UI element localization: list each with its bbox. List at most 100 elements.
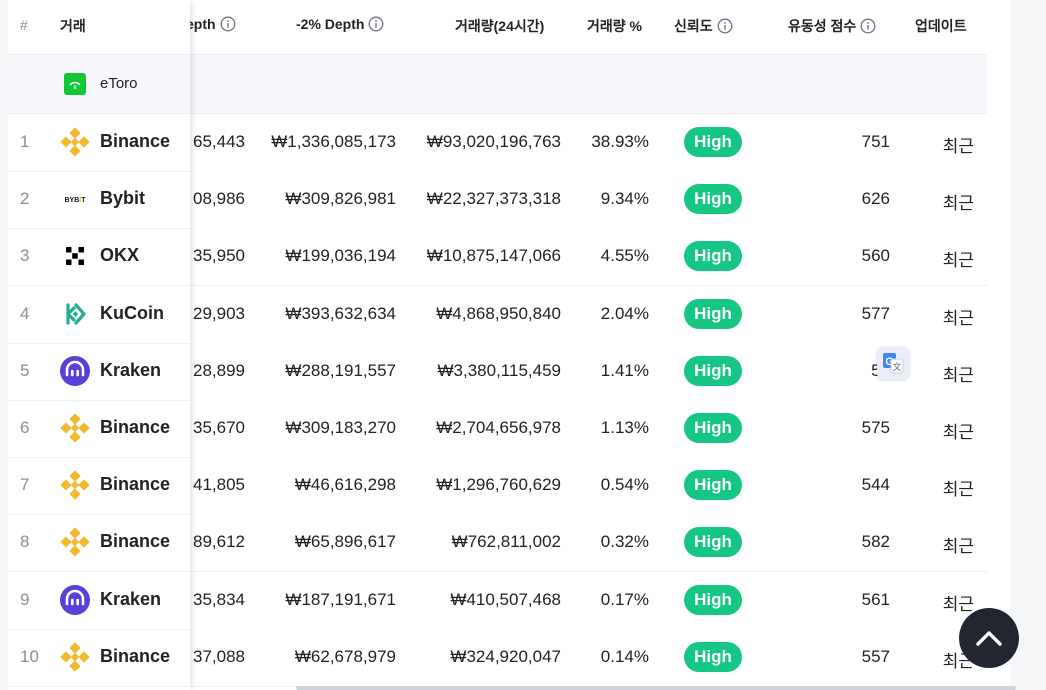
cell-plus-depth: 35,950: [193, 246, 245, 265]
cell-liquidity: 577: [861, 304, 890, 323]
cell-liquidity: 751: [861, 132, 890, 151]
info-icon[interactable]: [220, 16, 236, 32]
etoro-icon: e: [64, 73, 86, 95]
sponsored-exchange-name[interactable]: eToro: [100, 75, 138, 92]
cell-volume: ₩762,811,002: [451, 532, 561, 551]
binance-icon: [60, 642, 90, 672]
header-minus-depth[interactable]: -2% Depth: [296, 16, 384, 32]
cell-plus-depth: 28,899: [193, 361, 245, 380]
cell-volume: ₩2,704,656,978: [436, 418, 561, 437]
cell-volume: ₩10,875,147,066: [426, 246, 561, 265]
binance-icon: [60, 413, 90, 443]
chevron-up-icon: [976, 631, 1002, 646]
exchange-cell[interactable]: 5 Kraken: [8, 343, 190, 401]
svg-text:G: G: [885, 356, 894, 368]
info-icon[interactable]: [717, 18, 733, 34]
confidence-badge: High: [684, 356, 742, 386]
cell-liquidity: 561: [861, 590, 890, 609]
cell-liquidity: 544: [861, 475, 890, 494]
cell-updated: 최근: [942, 251, 974, 270]
svg-text:e: e: [73, 85, 77, 91]
cell-volume: ₩93,020,196,763: [426, 132, 561, 151]
cell-updated: 최근: [942, 194, 974, 213]
google-translate-icon[interactable]: G 文: [877, 347, 909, 379]
cell-liquidity: 557: [861, 647, 890, 666]
rank-number: 10: [20, 647, 39, 666]
cell-updated: 최근: [942, 309, 974, 328]
svg-text:BYBIT: BYBIT: [64, 197, 86, 204]
confidence-badge: High: [684, 642, 742, 672]
cell-updated: 최근: [942, 366, 974, 385]
header-updated-label: 업데이트: [915, 18, 967, 34]
confidence-badge: High: [684, 585, 742, 615]
exchange-name[interactable]: Binance: [100, 131, 171, 151]
cell-plus-depth: 65,443: [193, 132, 245, 151]
exchange-name[interactable]: OKX: [100, 245, 140, 265]
sponsored-exchange[interactable]: e eToro: [8, 55, 190, 114]
header-liquidity[interactable]: 유동성 점수: [788, 16, 876, 36]
cell-plus-depth: 29,903: [193, 304, 245, 323]
cell-plus-depth: 41,805: [193, 475, 245, 494]
kucoin-icon: [60, 299, 90, 329]
sticky-columns: # 거래 e eToro 1 Binance 2 BYBIT Bybit 3 OKX 4 KuC…: [8, 0, 190, 690]
header-updated[interactable]: 업데이트: [915, 16, 967, 36]
cell-volume-pct: 2.04%: [600, 304, 649, 323]
header-liquidity-label: 유동성 점수: [788, 18, 857, 34]
header-rank[interactable]: #: [20, 17, 28, 33]
info-icon[interactable]: [860, 18, 876, 34]
header-exchange[interactable]: 거래: [60, 18, 86, 34]
header-volume-pct[interactable]: 거래량 %: [587, 16, 642, 36]
exchange-name[interactable]: KuCoin: [100, 303, 164, 323]
cell-volume-pct: 0.32%: [600, 532, 649, 551]
exchange-cell[interactable]: 6 Binance: [8, 400, 190, 458]
header-volume-label: 거래량(24시간): [455, 18, 545, 34]
rank-number: 4: [20, 304, 30, 323]
header-confidence[interactable]: 신뢰도: [674, 16, 733, 36]
horizontal-scrollbar[interactable]: [296, 686, 1016, 690]
cell-volume-pct: 0.54%: [600, 475, 649, 494]
rank-number: 8: [20, 532, 30, 551]
exchange-name[interactable]: Binance: [100, 646, 171, 666]
exchange-name[interactable]: Binance: [100, 531, 171, 551]
confidence-badge: High: [684, 241, 742, 271]
header-minus-depth-label: -2% Depth: [296, 16, 365, 32]
exchange-cell[interactable]: 4 KuCoin: [8, 286, 190, 344]
cell-plus-depth: 08,986: [193, 189, 245, 208]
cell-plus-depth: 35,834: [193, 590, 245, 609]
header-plus-depth[interactable]: epth: [186, 16, 236, 32]
binance-icon: [60, 470, 90, 500]
cell-plus-depth: 89,612: [193, 532, 245, 551]
exchange-cell[interactable]: 1 Binance: [8, 114, 190, 172]
rank-number: 9: [20, 590, 30, 609]
exchange-cell[interactable]: 3 OKX: [8, 228, 190, 286]
exchange-cell[interactable]: 8 Binance: [8, 514, 190, 572]
exchange-name[interactable]: Kraken: [100, 589, 162, 609]
exchange-cell[interactable]: 7 Binance: [8, 457, 190, 515]
cell-liquidity: 575: [861, 418, 890, 437]
cell-liquidity: 626: [861, 189, 890, 208]
exchange-name[interactable]: Binance: [100, 474, 171, 494]
cell-minus-depth: ₩199,036,194: [285, 246, 396, 265]
exchange-cell[interactable]: 10 Binance: [8, 629, 190, 687]
rank-number: 7: [20, 475, 30, 494]
exchange-cell[interactable]: 9 Kraken: [8, 572, 190, 630]
header-volume[interactable]: 거래량(24시간): [455, 16, 544, 36]
kraken-icon: [60, 356, 90, 386]
cell-updated: 최근: [942, 480, 974, 499]
info-icon[interactable]: [368, 16, 384, 32]
confidence-badge: High: [684, 127, 742, 157]
exchange-cell[interactable]: 2 BYBIT Bybit: [8, 171, 190, 229]
binance-icon: [60, 527, 90, 557]
cell-minus-depth: ₩46,616,298: [294, 475, 396, 494]
header-confidence-label: 신뢰도: [674, 18, 713, 34]
cell-liquidity: 560: [861, 246, 890, 265]
cell-minus-depth: ₩309,826,981: [285, 189, 396, 208]
header-plus-depth-label: epth: [186, 16, 216, 32]
exchange-name[interactable]: Bybit: [100, 188, 145, 208]
binance-icon: [60, 127, 90, 157]
exchange-name[interactable]: Binance: [100, 417, 171, 437]
confidence-badge: High: [684, 299, 742, 329]
back-to-top-button[interactable]: [959, 608, 1019, 668]
exchange-name[interactable]: Kraken: [100, 360, 162, 380]
cell-updated: 최근: [942, 537, 974, 556]
